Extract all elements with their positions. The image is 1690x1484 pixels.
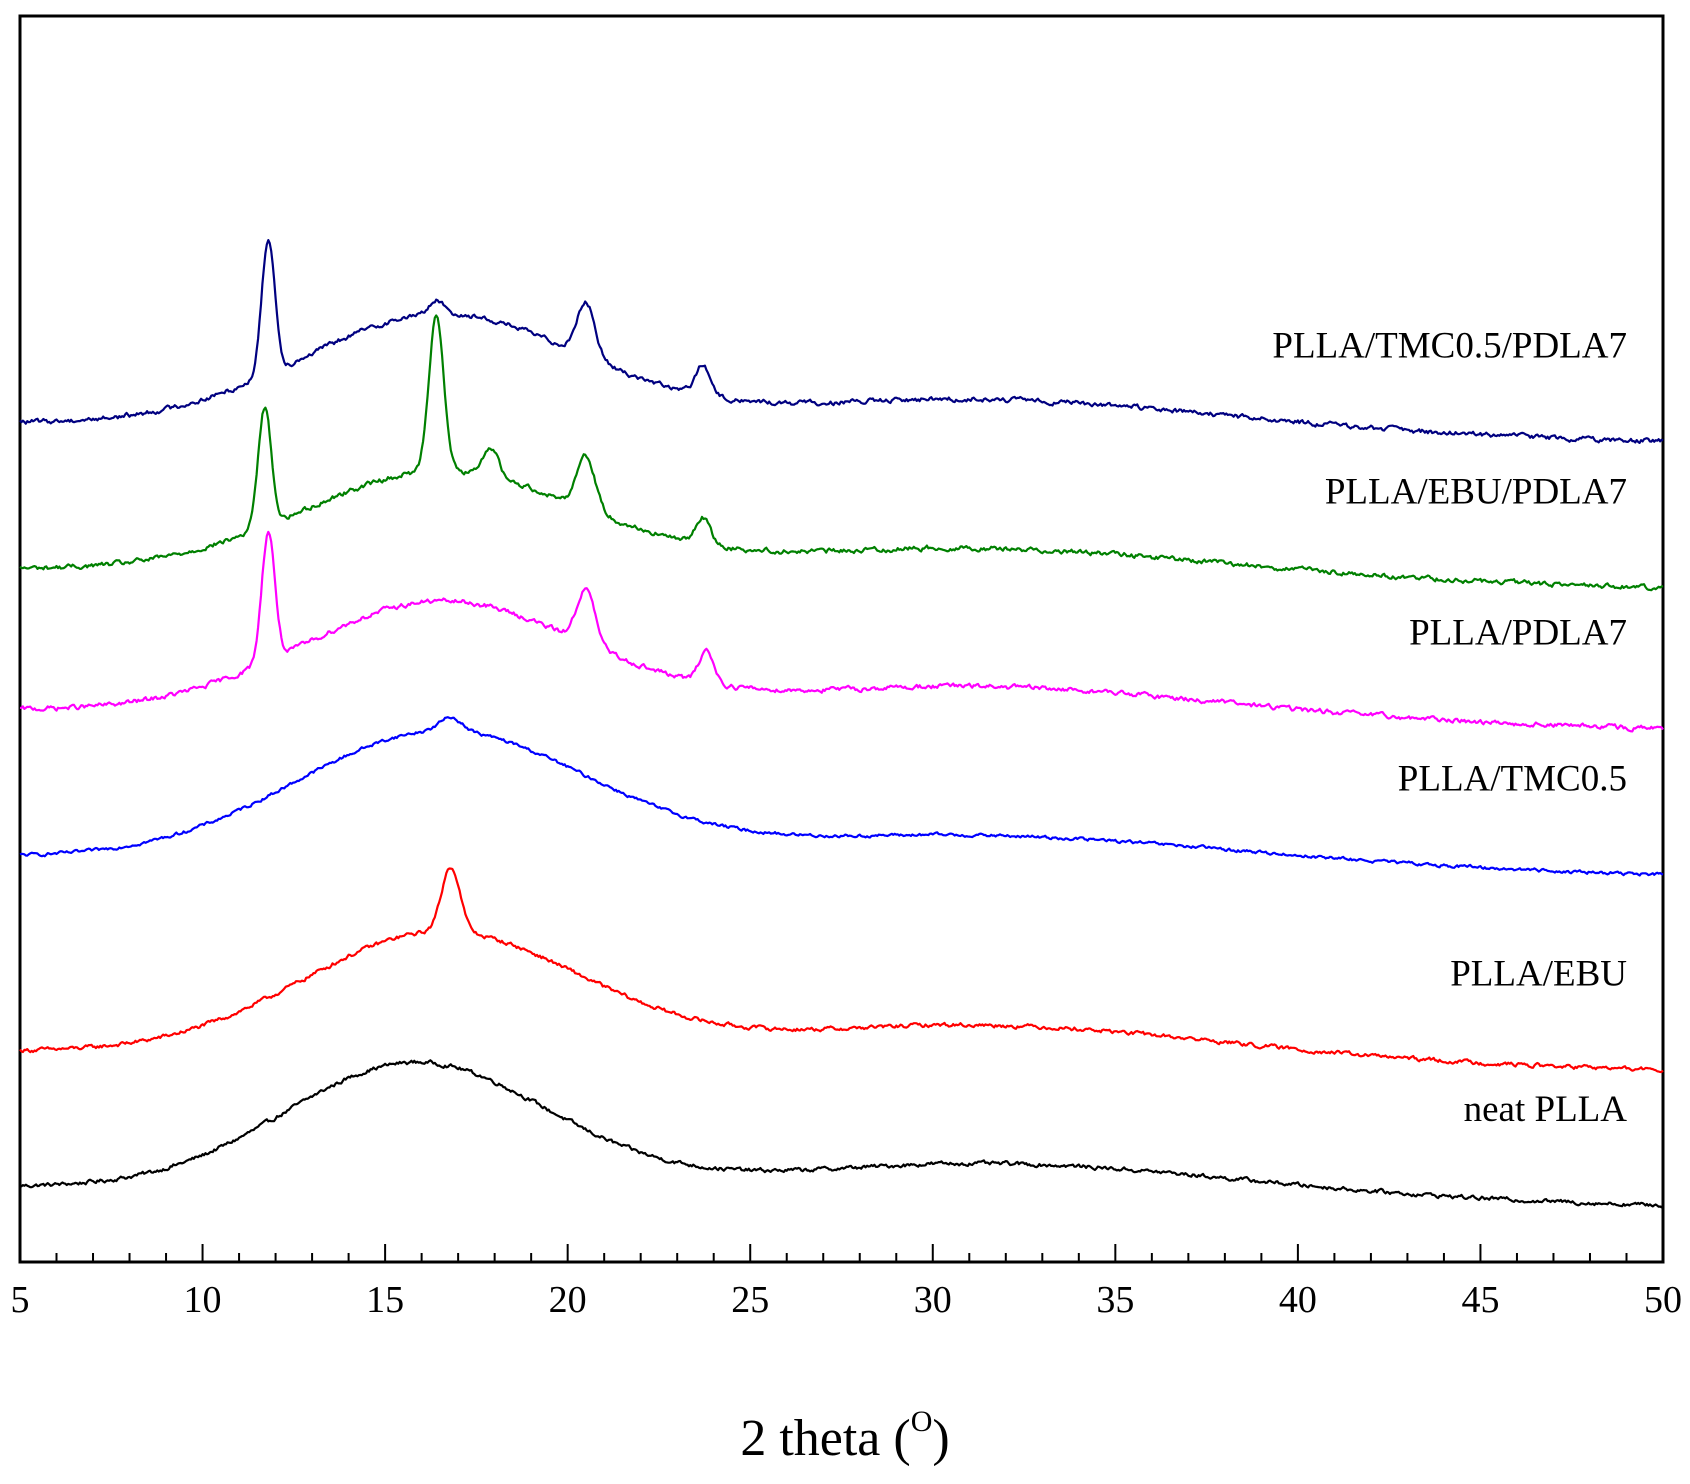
- x-tick-label: 30: [914, 1279, 952, 1321]
- x-tick-label: 40: [1279, 1279, 1317, 1321]
- x-tick-label: 45: [1461, 1279, 1499, 1321]
- x-tick-label: 15: [366, 1279, 404, 1321]
- x-tick-label: 25: [731, 1279, 769, 1321]
- x-axis-ticks: 5 10 15 20 25 30 35 40 45 50: [11, 1244, 1682, 1321]
- x-tick-label: 35: [1096, 1279, 1134, 1321]
- series-labels: neat PLLA PLLA/EBU PLLA/TMC0.5 PLLA/PDLA7 PL…: [1272, 325, 1627, 1130]
- series-label: PLLA/PDLA7: [1409, 612, 1627, 653]
- series-label: PLLA/TMC0.5: [1398, 759, 1627, 800]
- series-trace-plla-tmc0-5: [19, 716, 1664, 877]
- series-label: neat PLLA: [1464, 1089, 1628, 1130]
- series-label: PLLA/EBU: [1450, 954, 1627, 995]
- series-traces: [19, 239, 1664, 1209]
- series-trace-plla-tmc0-5-pdla7: [19, 239, 1664, 444]
- x-tick-label: 50: [1644, 1279, 1682, 1321]
- x-tick-label: 5: [11, 1279, 30, 1321]
- plot-frame: [18, 14, 1665, 1264]
- x-axis-title-text: 2 theta (: [740, 1410, 910, 1467]
- series-trace-neat-plla: [19, 1059, 1664, 1209]
- series-label: PLLA/TMC0.5/PDLA7: [1272, 325, 1627, 366]
- x-axis-title-superscript: O: [911, 1405, 933, 1438]
- series-label: PLLA/EBU/PDLA7: [1325, 472, 1627, 513]
- x-tick-label: 10: [184, 1279, 222, 1321]
- series-trace-plla-ebu: [19, 867, 1664, 1074]
- series-trace-plla-ebu-pdla7: [19, 314, 1664, 592]
- x-axis-title-suffix: ): [932, 1410, 949, 1467]
- x-tick-label: 20: [549, 1279, 587, 1321]
- x-axis-title: 2 theta (O): [740, 1405, 949, 1467]
- series-trace-plla-pdla7: [19, 530, 1664, 733]
